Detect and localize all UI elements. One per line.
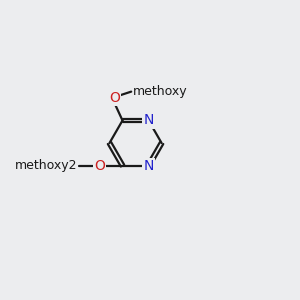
Text: N: N	[143, 159, 154, 172]
Text: methoxy: methoxy	[133, 85, 188, 98]
Text: N: N	[143, 113, 154, 128]
Text: O: O	[110, 91, 120, 105]
Text: methoxy2: methoxy2	[14, 159, 77, 172]
Text: O: O	[94, 159, 105, 172]
